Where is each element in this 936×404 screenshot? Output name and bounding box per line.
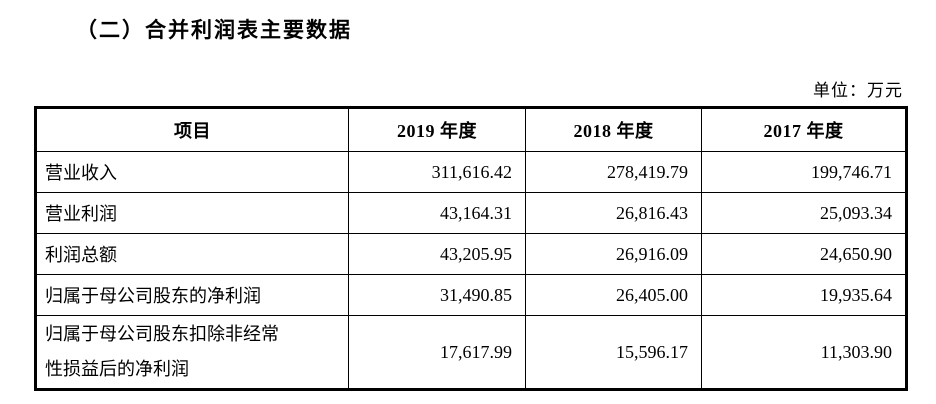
value-cell: 25,093.34	[701, 192, 907, 234]
row-label-cell: 归属于母公司股东扣除非经常性损益后的净利润	[35, 314, 349, 391]
table-row-total-profit: 利润总额 43,205.95 26,916.09 24,650.90	[35, 233, 907, 275]
row-label-cell: 利润总额	[35, 233, 349, 275]
value-cell: 11,303.90	[701, 314, 907, 391]
row-label-cell: 归属于母公司股东的净利润	[35, 274, 349, 316]
value-cell: 26,405.00	[525, 274, 702, 316]
row-label-text: 归属于母公司股东扣除非经常性损益后的净利润	[45, 324, 279, 380]
value-cell: 43,205.95	[348, 233, 526, 275]
table-row-operating-profit: 营业利润 43,164.31 26,816.43 25,093.34	[35, 192, 907, 234]
column-header-2018: 2018 年度	[525, 107, 702, 152]
value-cell: 26,816.43	[525, 192, 702, 234]
value-cell: 24,650.90	[701, 233, 907, 275]
value-cell: 31,490.85	[348, 274, 526, 316]
table-row-net-profit-excl-nonrecurring: 归属于母公司股东扣除非经常性损益后的净利润 17,617.99 15,596.1…	[35, 314, 907, 391]
value-cell: 278,419.79	[525, 151, 702, 193]
column-header-2017: 2017 年度	[701, 107, 907, 152]
table-header-row: 项目 2019 年度 2018 年度 2017 年度	[35, 107, 907, 152]
value-cell: 26,916.09	[525, 233, 702, 275]
row-label-cell: 营业利润	[35, 192, 349, 234]
column-header-item: 项目	[35, 107, 349, 152]
unit-label: 单位：万元	[813, 81, 903, 100]
row-label-cell: 营业收入	[35, 151, 349, 193]
value-cell: 43,164.31	[348, 192, 526, 234]
table-row-net-profit-parent: 归属于母公司股东的净利润 31,490.85 26,405.00 19,935.…	[35, 274, 907, 316]
value-cell: 311,616.42	[348, 151, 526, 193]
value-cell: 15,596.17	[525, 314, 702, 391]
value-cell: 19,935.64	[701, 274, 907, 316]
value-cell: 17,617.99	[348, 314, 526, 391]
financial-table: 项目 2019 年度 2018 年度 2017 年度 营业收入 311,616.…	[34, 106, 908, 392]
column-header-2019: 2019 年度	[348, 107, 526, 152]
value-cell: 199,746.71	[701, 151, 907, 193]
table-row-operating-revenue: 营业收入 311,616.42 278,419.79 199,746.71	[35, 151, 907, 193]
section-title: （二）合并利润表主要数据	[76, 19, 352, 42]
